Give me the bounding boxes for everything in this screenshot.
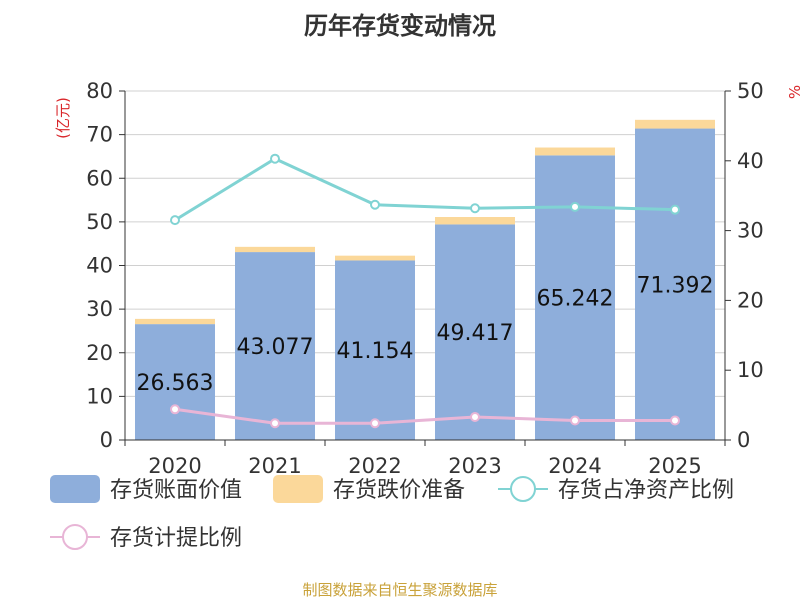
- legend-label: 存货计提比例: [110, 526, 242, 551]
- legend-marker: [510, 476, 536, 502]
- left-axis-tick-label: 40: [86, 254, 113, 278]
- x-axis-tick-label: 2020: [148, 454, 201, 478]
- bar: [135, 318, 215, 325]
- bar: [435, 224, 515, 440]
- series-line: [174, 407, 675, 425]
- bar-data-label: 49.417: [437, 321, 514, 346]
- legend-label: 存货占净资产比例: [558, 478, 734, 503]
- right-axis-tick-label: 50: [737, 79, 764, 103]
- bar-data-label: 26.563: [137, 371, 214, 396]
- x-axis-tick-label: 2023: [448, 454, 501, 478]
- line-point: [470, 203, 480, 214]
- line-point: [170, 215, 180, 226]
- line-point: [370, 199, 380, 210]
- bar: [335, 255, 415, 261]
- legend-marker: [62, 524, 88, 550]
- bar-data-label: 71.392: [637, 273, 714, 298]
- legend-swatch: [50, 475, 100, 503]
- left-axis-tick-label: 10: [86, 384, 113, 408]
- line-point: [470, 411, 480, 422]
- right-axis-tick-label: 40: [737, 149, 764, 173]
- x-axis-tick-label: 2021: [248, 454, 301, 478]
- axes: 0 10 20 30 40 50 60 70 80 0 10 20 30 40 50 2020 2021 2022…: [86, 79, 763, 478]
- left-axis-tick-label: 0: [100, 428, 113, 452]
- chart-title: 历年存货变动情况: [304, 12, 496, 40]
- x-axis-tick-label: 2025: [648, 454, 701, 478]
- left-axis-tick-label: 70: [86, 123, 113, 147]
- line-point: [370, 418, 380, 429]
- legend-label: 存货账面价值: [110, 478, 242, 503]
- right-axis-unit: %: [786, 85, 800, 99]
- bar: [535, 147, 615, 156]
- right-axis-tick-label: 0: [737, 428, 750, 452]
- bar-data-label: 65.242: [537, 287, 614, 312]
- bar: [235, 252, 315, 440]
- line-point: [270, 153, 280, 164]
- bar: [235, 246, 315, 253]
- bar-data-label: 41.154: [337, 339, 414, 364]
- left-axis-tick-label: 20: [86, 341, 113, 365]
- x-axis-tick-label: 2022: [348, 454, 401, 478]
- bar: [335, 260, 415, 440]
- bar: [635, 128, 715, 440]
- line-point: [270, 418, 280, 429]
- series-line: [174, 157, 676, 222]
- line-point: [570, 415, 580, 426]
- line-point: [670, 204, 680, 215]
- bar-data-label: 43.077: [237, 335, 314, 360]
- gridlines: [125, 90, 725, 397]
- left-axis-tick-label: 50: [86, 210, 113, 234]
- x-axis-tick-label: 2024: [548, 454, 601, 478]
- bar-series: [135, 119, 715, 440]
- line-series: [170, 153, 680, 429]
- source-note: 制图数据来自恒生聚源数据库: [302, 581, 498, 599]
- left-axis-unit: (亿元): [54, 97, 72, 139]
- line-point: [570, 201, 580, 212]
- legend-swatch: [273, 475, 323, 503]
- bar: [435, 217, 515, 225]
- line-point: [670, 415, 680, 426]
- bar: [135, 324, 215, 440]
- legend-label: 存货跌价准备: [333, 478, 465, 503]
- line-point: [170, 404, 180, 415]
- left-axis-tick-label: 80: [86, 79, 113, 103]
- right-axis-tick-label: 10: [737, 358, 764, 382]
- left-axis-tick-label: 30: [86, 297, 113, 321]
- bar: [635, 119, 715, 129]
- right-axis-tick-label: 30: [737, 219, 764, 243]
- right-axis-tick-label: 20: [737, 288, 764, 312]
- left-axis-tick-label: 60: [86, 166, 113, 190]
- data-labels: 26.563 43.077 41.154 49.417 65.242 71.392: [137, 273, 714, 396]
